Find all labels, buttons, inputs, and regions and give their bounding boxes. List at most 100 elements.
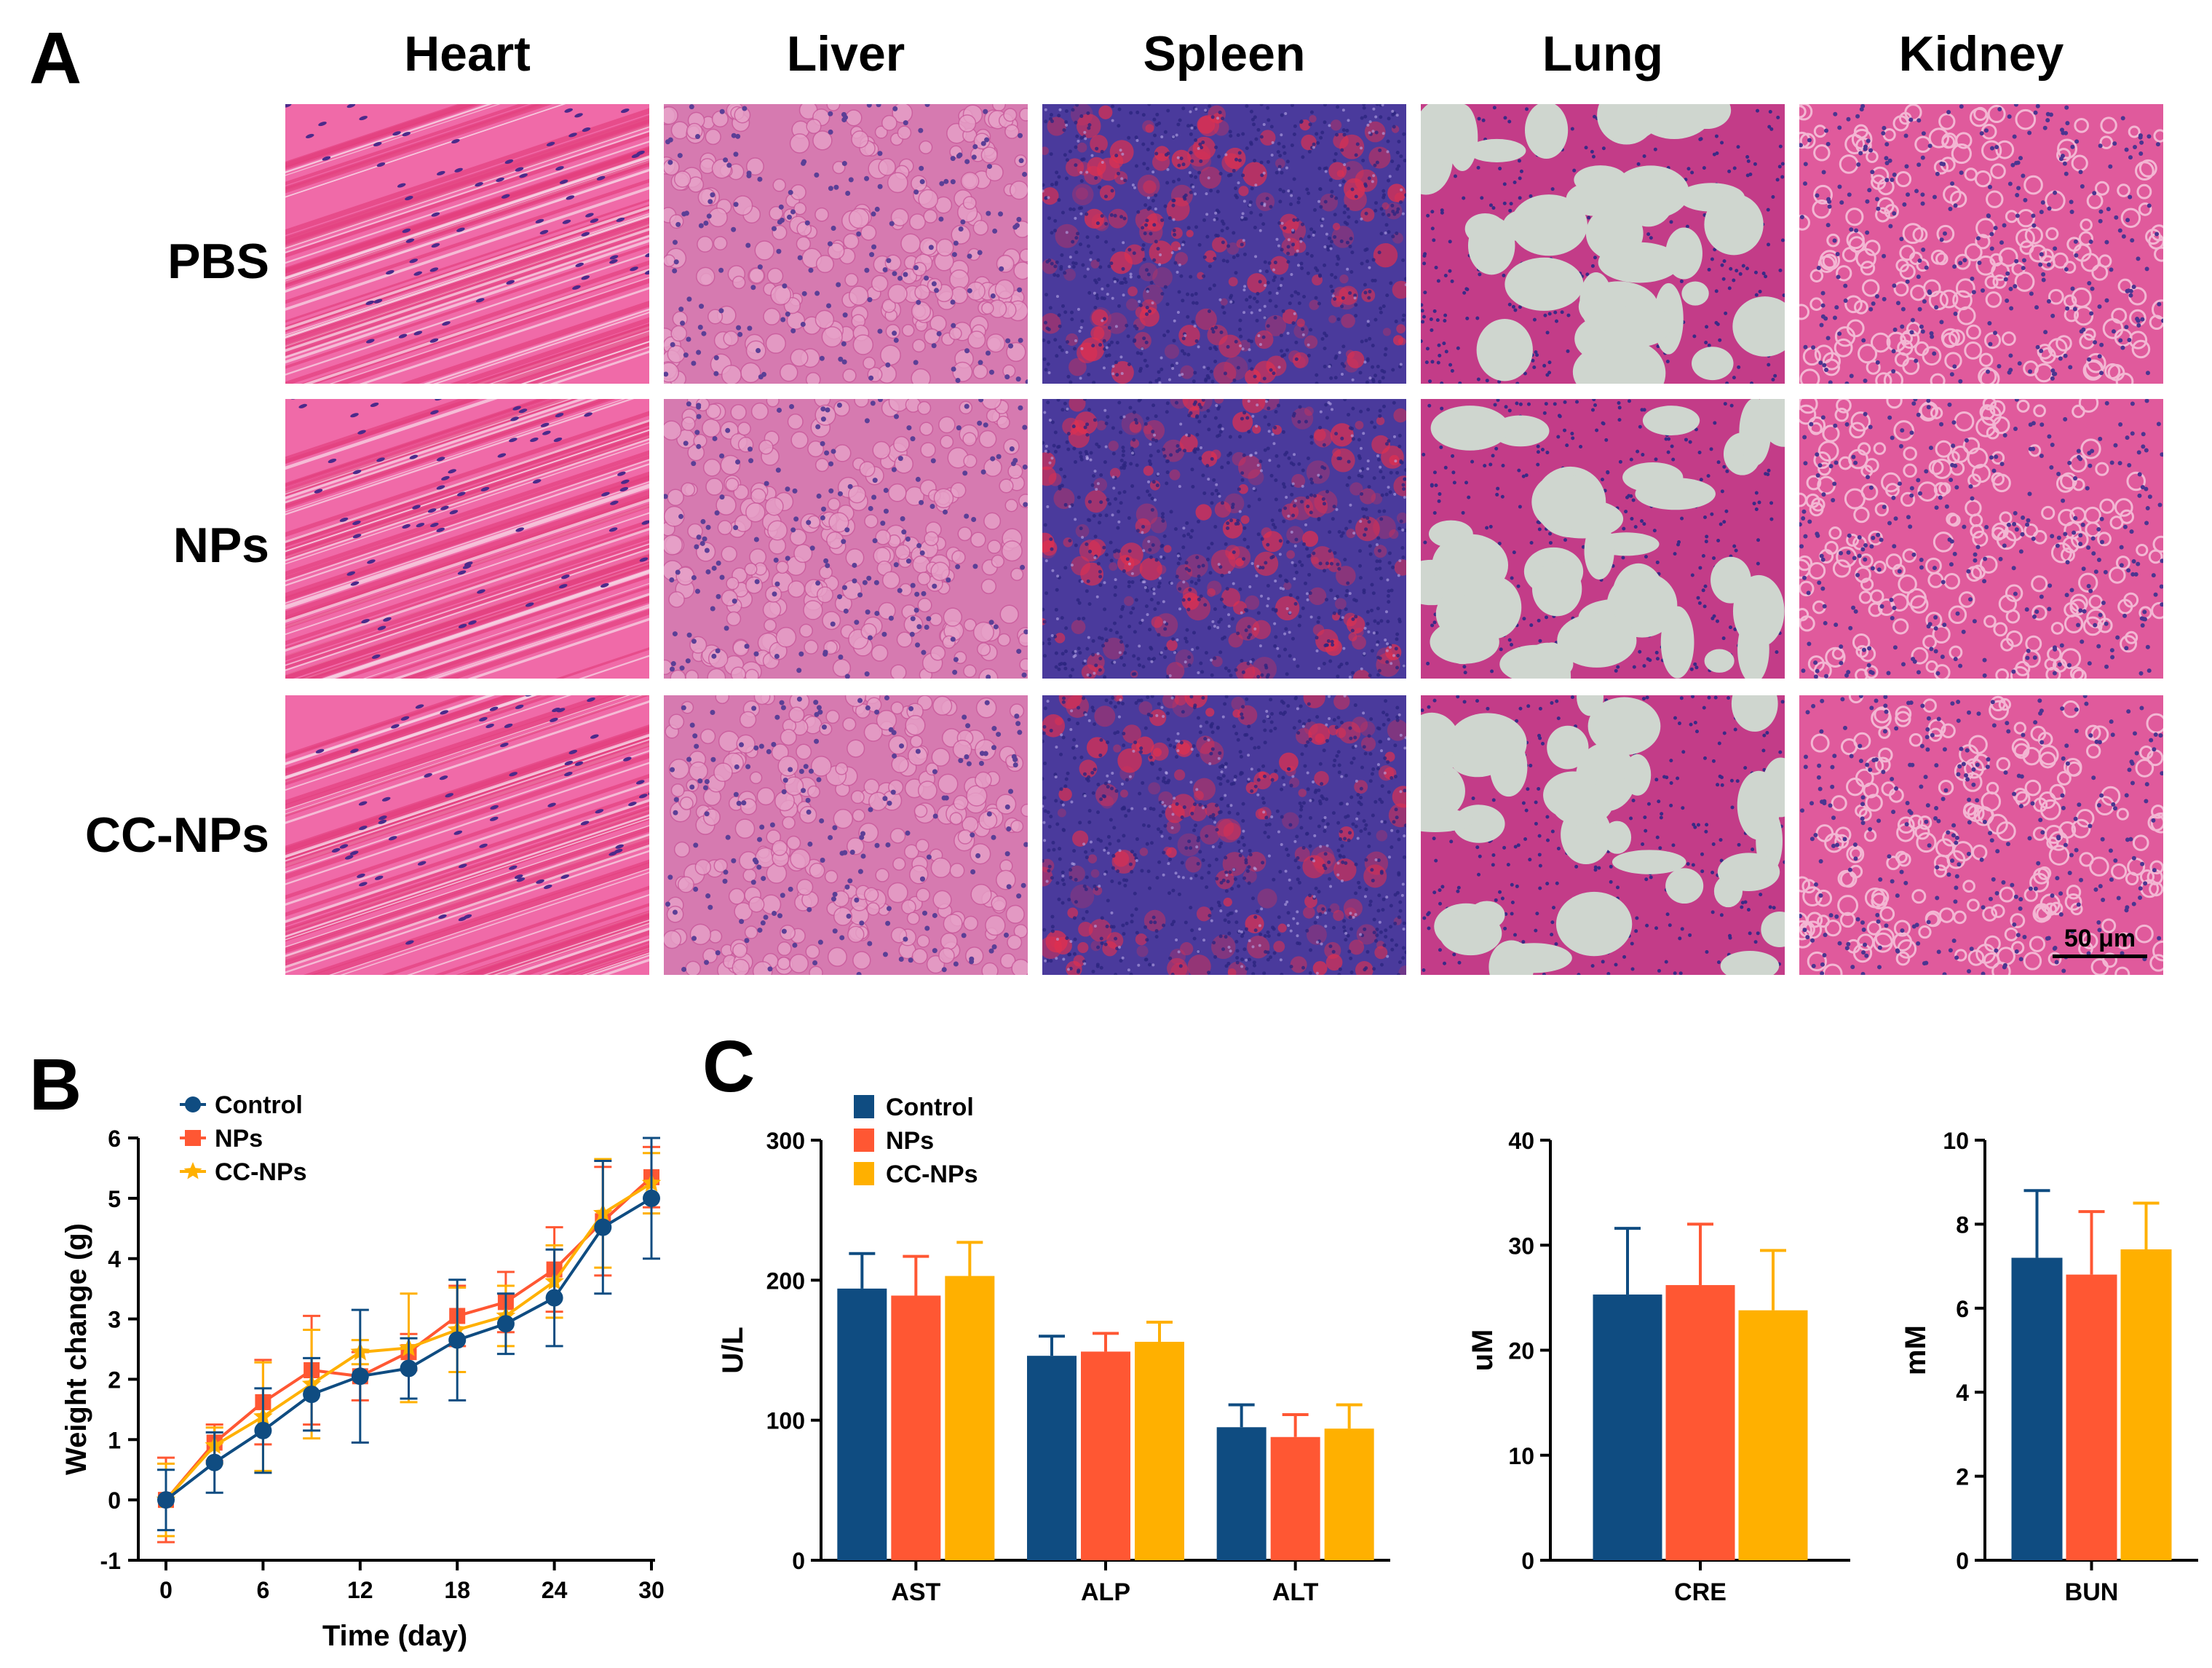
scale-bar-line (2053, 954, 2147, 958)
weight-control-point-9 (594, 1218, 612, 1236)
enzymes-ytick-label-1: 100 (766, 1408, 805, 1434)
weight-control-point-10 (643, 1189, 660, 1207)
bun-ytick-label-4: 8 (1956, 1212, 1969, 1238)
cre-control-bar-0 (1593, 1295, 1662, 1560)
enzymes-legend-label-0: Control (886, 1094, 974, 1121)
enzymes-ccnps-bar-2 (1324, 1428, 1374, 1560)
weight-control-point-6 (448, 1331, 467, 1349)
enzymes-ytick-label-0: 0 (792, 1548, 805, 1574)
enzymes-xtick-label-1: ALP (1081, 1578, 1130, 1606)
panel-b-letter: B (29, 1044, 82, 1126)
weight-xtick-label-5: 30 (638, 1577, 665, 1603)
bun-ytick-label-1: 2 (1956, 1464, 1969, 1490)
bun-xtick-label-0: BUN (2065, 1578, 2119, 1606)
weight-legend-label-2: CC-NPs (215, 1158, 307, 1186)
histology-image-liver-pbs (664, 104, 1028, 384)
row-label-pbs: PBS (167, 234, 269, 289)
weight-xtick-label-1: 6 (257, 1577, 270, 1603)
weight-xtick-label-4: 24 (542, 1577, 568, 1603)
enzymes-ccnps-bar-0 (945, 1276, 995, 1560)
column-title-spleen: Spleen (1143, 26, 1306, 82)
enzymes-ytick-label-2: 200 (766, 1268, 805, 1294)
weight-x-title: Time (day) (322, 1620, 467, 1652)
row-label-nps: NPs (173, 518, 269, 573)
enzymes-ccnps-bar-1 (1135, 1341, 1184, 1560)
cre-ytick-label-1: 10 (1508, 1443, 1534, 1469)
weight-legend-marker-1 (185, 1130, 201, 1146)
weight-legend-marker-0 (185, 1096, 201, 1112)
weight-xtick-label-3: 18 (444, 1577, 470, 1603)
cre-nps-bar-0 (1665, 1285, 1735, 1560)
weight-ytick-label-3: 2 (108, 1367, 121, 1393)
column-title-kidney: Kidney (1898, 26, 2064, 82)
enzymes-control-bar-1 (1027, 1356, 1077, 1560)
enzymes-control-bar-0 (837, 1288, 887, 1560)
weight-ytick-label-6: 5 (108, 1186, 121, 1212)
weight-ytick-label-7: 6 (108, 1126, 121, 1152)
weight-legend-marker-2 (183, 1162, 202, 1179)
cre-y-title: uM (1467, 1329, 1499, 1372)
column-title-lung: Lung (1542, 26, 1664, 82)
panel-c-letter: C (702, 1026, 756, 1107)
weight-legend-label-0: Control (215, 1091, 303, 1119)
column-title-liver: Liver (786, 26, 905, 82)
histology-image-kidney-pbs (1799, 104, 2163, 384)
enzymes-nps-bar-2 (1270, 1436, 1320, 1560)
weight-control-point-0 (157, 1491, 175, 1509)
cre-ytick-label-4: 40 (1508, 1128, 1534, 1154)
weight-control-point-5 (400, 1359, 418, 1378)
enzymes-legend-label-2: CC-NPs (886, 1161, 978, 1188)
weight-ytick-label-2: 1 (108, 1427, 121, 1453)
bun-ytick-label-0: 0 (1956, 1548, 1969, 1574)
bun-y-title: mM (1900, 1325, 1932, 1375)
cre-ccnps-bar-0 (1738, 1310, 1808, 1560)
weight-ytick-label-0: -1 (100, 1548, 121, 1574)
histology-image-lung-pbs (1421, 104, 1785, 384)
column-title-heart: Heart (404, 26, 531, 82)
histology-image-heart-cc-nps (285, 695, 649, 975)
histology-image-kidney-nps (1799, 399, 2163, 679)
histology-image-heart-nps (285, 399, 649, 679)
bun-ytick-label-3: 6 (1956, 1296, 1969, 1322)
weight-control-point-1 (205, 1453, 223, 1471)
weight-legend-label-1: NPs (215, 1125, 263, 1153)
weight-ytick-label-1: 0 (108, 1487, 121, 1514)
histology-image-liver-nps (664, 399, 1028, 679)
cre-xtick-label-0: CRE (1674, 1578, 1727, 1606)
weight-xtick-label-2: 12 (347, 1577, 373, 1603)
histology-image-lung-nps (1421, 399, 1785, 679)
cre-ytick-label-2: 20 (1508, 1338, 1534, 1364)
histology-image-spleen-nps (1042, 399, 1406, 679)
panel-a-letter: A (29, 17, 82, 99)
scale-bar-label: 50 μm (2064, 925, 2136, 952)
enzymes-legend-swatch-1 (854, 1129, 874, 1152)
weight-y-title: Weight change (g) (60, 1223, 92, 1475)
bun-ccnps-bar-0 (2120, 1249, 2172, 1560)
enzymes-legend-label-1: NPs (886, 1127, 934, 1155)
cre-ytick-label-0: 0 (1521, 1548, 1534, 1574)
histology-image-spleen-pbs (1042, 104, 1406, 384)
weight-control-point-8 (545, 1289, 563, 1307)
enzymes-y-title: U/L (717, 1327, 749, 1373)
enzymes-nps-bar-1 (1081, 1351, 1130, 1560)
enzymes-legend-swatch-0 (854, 1095, 874, 1118)
scale-bar: 50 μm (2053, 925, 2147, 958)
enzymes-control-bar-2 (1216, 1427, 1266, 1560)
weight-control-point-4 (351, 1367, 369, 1386)
bun-ytick-label-5: 10 (1943, 1128, 1969, 1154)
row-label-ccnps: CC-NPs (84, 807, 269, 863)
histology-image-spleen-cc-nps (1042, 695, 1406, 975)
weight-control-point-3 (303, 1386, 321, 1404)
weight-control-point-7 (496, 1315, 515, 1333)
enzymes-ytick-label-3: 300 (766, 1128, 805, 1154)
weight-ytick-label-5: 4 (108, 1246, 121, 1273)
weight-control-point-2 (254, 1421, 272, 1439)
weight-ytick-label-4: 3 (108, 1307, 121, 1333)
histology-image-kidney-cc-nps (1799, 695, 2163, 975)
histology-image-liver-cc-nps (664, 695, 1028, 975)
bun-ytick-label-2: 4 (1956, 1380, 1969, 1406)
histology-image-heart-pbs (285, 104, 649, 384)
weight-xtick-label-0: 0 (159, 1577, 173, 1603)
enzymes-legend-swatch-2 (854, 1162, 874, 1185)
bun-nps-bar-0 (2066, 1274, 2117, 1560)
